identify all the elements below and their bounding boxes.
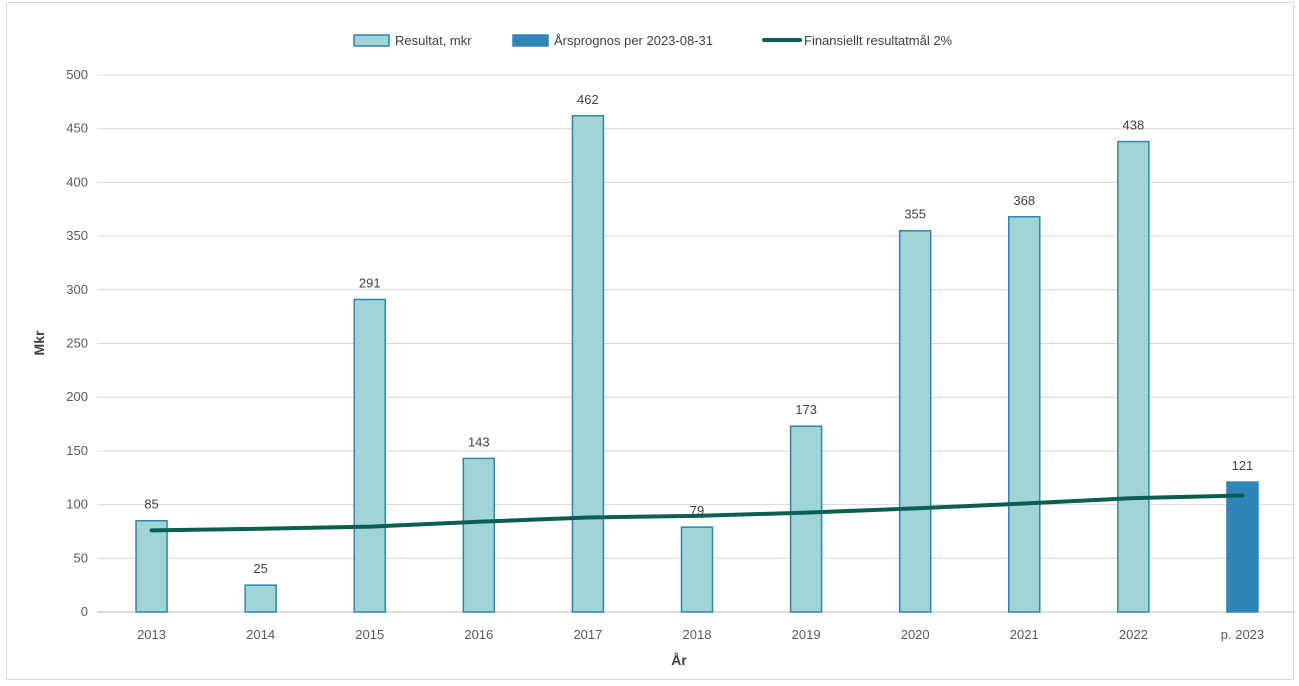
y-tick-label: 50 <box>74 550 88 565</box>
bar <box>1117 140 1150 613</box>
x-tick-label: 2022 <box>1119 627 1148 642</box>
y-tick-label: 150 <box>66 443 88 458</box>
x-tick-label: 2017 <box>573 627 602 642</box>
x-tick-label: p. 2023 <box>1221 627 1264 642</box>
data-label: 143 <box>468 434 490 449</box>
legend-swatch <box>353 34 390 47</box>
x-axis-title: År <box>671 652 687 668</box>
data-label: 121 <box>1232 458 1254 473</box>
y-tick-label: 450 <box>66 121 88 136</box>
data-label: 85 <box>144 497 158 512</box>
bar <box>789 425 823 613</box>
legend-label: Årsprognos per 2023-08-31 <box>554 33 713 48</box>
bar <box>462 457 496 613</box>
x-tick-label: 2013 <box>137 627 166 642</box>
bar <box>571 115 605 613</box>
y-tick-label: 250 <box>66 336 88 351</box>
bar <box>1226 481 1259 613</box>
bar <box>1008 216 1041 613</box>
y-tick-label: 400 <box>66 174 88 189</box>
axes: 0 50 100 150 200 250 300 350 400 450 500 2013 2014 20… <box>66 67 1297 642</box>
data-labels: 85 25 291 143 462 79 173 355 368 438 121 <box>144 92 1253 576</box>
x-tick-label: 2019 <box>792 627 821 642</box>
bar <box>898 229 932 613</box>
x-tick-label: 2020 <box>901 627 930 642</box>
x-tick-label: 2018 <box>683 627 712 642</box>
bar <box>680 526 714 613</box>
series-line <box>149 493 1245 533</box>
data-label: 291 <box>359 275 381 290</box>
legend-swatch <box>512 34 549 47</box>
bar <box>244 584 277 613</box>
data-label: 173 <box>795 402 817 417</box>
data-label: 79 <box>690 503 704 518</box>
data-label: 438 <box>1123 118 1145 133</box>
legend-label: Resultat, mkr <box>395 33 472 48</box>
data-label: 355 <box>904 207 926 222</box>
target-line <box>149 493 1245 533</box>
y-axis-title: Mkr <box>31 330 47 355</box>
bars <box>135 115 1259 613</box>
data-label: 462 <box>577 92 599 107</box>
y-tick-label: 350 <box>66 228 88 243</box>
chart-svg: 0 50 100 150 200 250 300 350 400 450 500 2013 2014 20… <box>31 33 1297 668</box>
gridlines <box>97 74 1297 559</box>
y-tick-label: 500 <box>66 67 88 82</box>
data-label: 368 <box>1013 193 1035 208</box>
y-tick-label: 0 <box>81 604 88 619</box>
data-label: 25 <box>253 561 267 576</box>
x-tick-label: 2015 <box>355 627 384 642</box>
x-tick-label: 2016 <box>464 627 493 642</box>
y-tick-label: 100 <box>66 497 88 512</box>
bar <box>353 298 386 613</box>
chart-frame: 0 50 100 150 200 250 300 350 400 450 500 2013 2014 20… <box>6 2 1297 680</box>
x-tick-label: 2014 <box>246 627 275 642</box>
y-tick-label: 300 <box>66 282 88 297</box>
x-tick-label: 2021 <box>1010 627 1039 642</box>
legend: Resultat, mkr Årsprognos per 2023-08-31 Fi… <box>353 33 953 48</box>
bar <box>135 519 168 613</box>
y-tick-label: 200 <box>66 389 88 404</box>
legend-label: Finansiellt resultatmål 2% <box>804 33 953 48</box>
